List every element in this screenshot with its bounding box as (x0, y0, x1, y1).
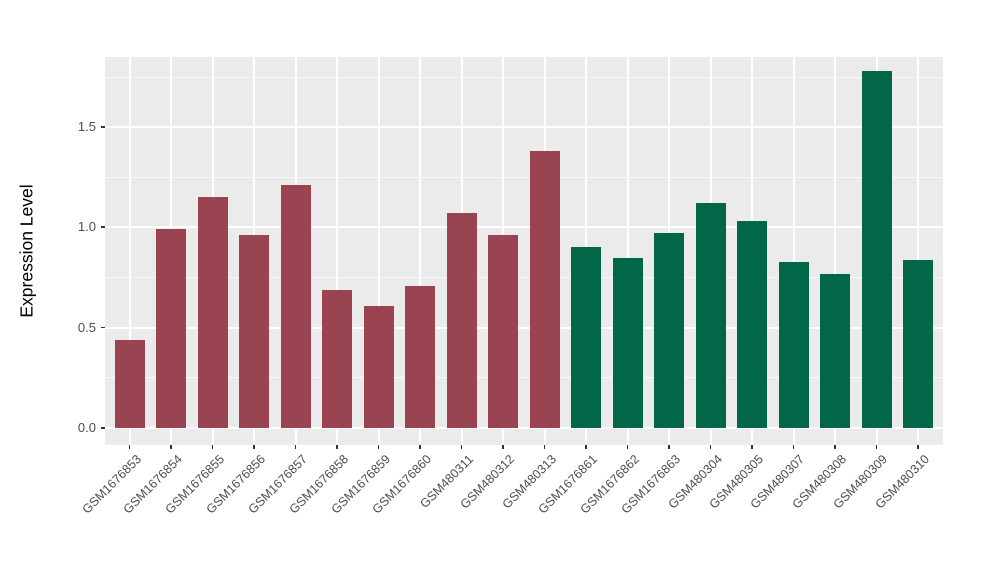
y-tick-label: 0.0 (77, 419, 96, 435)
x-tick-mark (834, 445, 836, 449)
x-tick-mark (626, 445, 629, 449)
gridline-vertical (917, 57, 920, 445)
bar-GSM480309 (861, 71, 892, 428)
x-tick-mark (502, 445, 504, 449)
x-tick-mark (585, 445, 587, 449)
bar-GSM1676855 (197, 197, 228, 428)
x-tick-mark (294, 445, 297, 449)
y-tick-mark (101, 326, 105, 329)
gridline-vertical (834, 57, 837, 445)
plot-panel (105, 57, 943, 445)
gridline-vertical (419, 57, 422, 445)
gridline-major (105, 126, 943, 129)
y-tick-mark (101, 426, 105, 429)
gridline-vertical (792, 57, 795, 445)
bar-GSM480313 (529, 151, 560, 428)
gridline-major (105, 326, 943, 329)
x-tick-mark (668, 445, 670, 449)
bar-GSM1676861 (571, 247, 602, 428)
x-tick-mark (543, 445, 546, 449)
bar-GSM1676862 (612, 257, 643, 428)
bar-GSM480308 (820, 273, 851, 428)
bar-GSM1676859 (363, 305, 394, 428)
y-tick-label: 1.0 (77, 219, 96, 235)
gridline-vertical (128, 57, 131, 445)
gridline-minor (105, 377, 943, 379)
gridline-minor (105, 176, 943, 178)
x-tick-mark (170, 445, 172, 449)
bar-GSM1676856 (239, 235, 270, 428)
bar-GSM1676863 (654, 233, 685, 428)
x-tick-mark (709, 445, 712, 449)
gridline-vertical (626, 57, 629, 445)
bar-GSM1676853 (114, 339, 145, 428)
y-tick-label: 0.5 (77, 319, 96, 335)
x-tick-mark (377, 445, 380, 449)
gridline-minor (105, 76, 943, 78)
y-tick-label: 1.5 (77, 119, 96, 135)
x-tick-mark (128, 445, 131, 449)
bar-GSM1676858 (322, 289, 353, 428)
y-axis-title: Expression Level (16, 184, 37, 318)
gridline-vertical (377, 57, 380, 445)
bar-GSM1676860 (405, 285, 436, 428)
x-tick-mark (751, 445, 753, 449)
x-tick-mark (792, 445, 795, 449)
y-tick-mark (101, 226, 105, 229)
gridline-major (105, 226, 943, 229)
x-tick-mark (875, 445, 878, 449)
x-tick-mark (253, 445, 255, 449)
x-tick-mark (211, 445, 214, 449)
y-tick-mark (101, 126, 105, 128)
bar-GSM480312 (488, 235, 519, 428)
bar-GSM480311 (446, 213, 477, 428)
bar-GSM480307 (778, 261, 809, 428)
gridline-major (105, 426, 943, 429)
bar-GSM480305 (737, 221, 768, 428)
x-tick-mark (917, 445, 919, 449)
x-tick-mark (419, 445, 421, 449)
bar-GSM1676857 (280, 185, 311, 428)
bar-GSM480310 (903, 259, 934, 428)
bar-GSM1676854 (156, 229, 187, 428)
bar-GSM480304 (695, 203, 726, 428)
gridline-vertical (336, 57, 339, 445)
x-tick-mark (460, 445, 463, 449)
gridline-minor (105, 277, 943, 279)
x-tick-mark (336, 445, 338, 449)
